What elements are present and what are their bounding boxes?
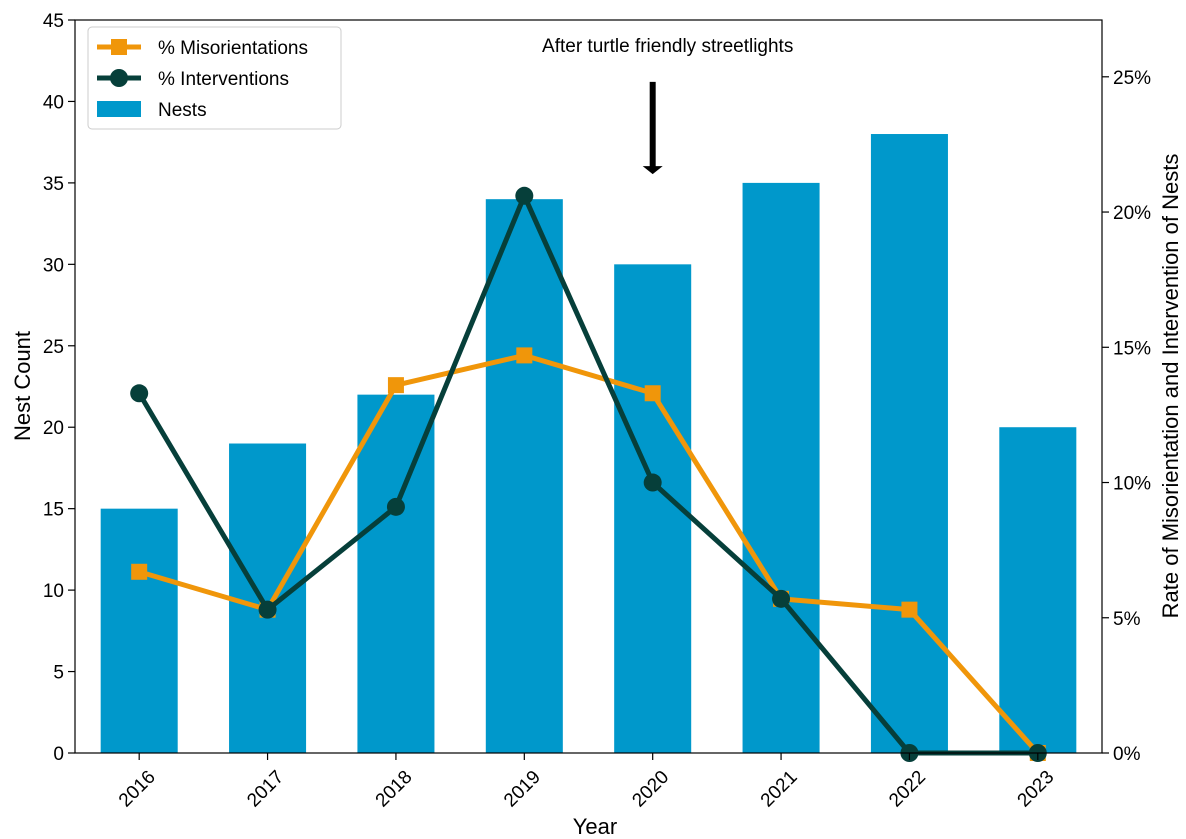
y-tick-label: 25 [43, 337, 64, 358]
point-misorientations-2016 [131, 563, 148, 580]
annotation-arrow-head [642, 166, 663, 175]
x-tick-label: 2017 [243, 767, 288, 812]
x-tick-label: 2016 [115, 767, 160, 812]
x-tick-label: 2019 [500, 767, 545, 812]
annotation-text: After turtle friendly streetlights [542, 36, 793, 57]
y-tick-label: 10 [43, 581, 64, 602]
point-interventions-2017 [258, 600, 277, 619]
bar-nests-2017 [229, 443, 307, 753]
legend-misorientations-label: % Misorientations [158, 38, 308, 59]
bar-nests-2016 [100, 508, 178, 753]
legend: % Misorientations % Interventions Nests [87, 26, 342, 130]
point-interventions-2021 [772, 589, 791, 608]
annotation: After turtle friendly streetlights [542, 36, 793, 175]
bars-layer [100, 134, 1077, 753]
legend-frame [87, 26, 342, 130]
bar-nests-2019 [485, 199, 563, 753]
x-tick-label: 2023 [1014, 767, 1059, 812]
point-misorientations-2018 [387, 377, 404, 394]
right-y-tick-label: 15% [1113, 338, 1151, 359]
right-y-tick-label: 25% [1113, 68, 1151, 89]
line-interventions [137, 193, 1038, 756]
y-tick-label: 35 [43, 174, 64, 195]
right-y-tick-label: 5% [1113, 609, 1141, 630]
legend-interventions-label: % Interventions [158, 69, 289, 90]
line-misorientations [138, 352, 1040, 755]
point-misorientations-2020 [644, 385, 661, 402]
x-tick-label: 2020 [628, 767, 673, 812]
y-tick-label: 5 [53, 663, 64, 684]
axes-layer [74, 19, 1103, 754]
legend-interventions-marker [110, 69, 128, 87]
point-misorientations-2019 [516, 347, 533, 364]
x-tick-label: 2021 [757, 767, 802, 812]
legend-misorientations-marker [111, 39, 127, 55]
y-axis-title: Nest Count [10, 331, 35, 441]
legend-nests-swatch [97, 101, 141, 117]
x-axis-title: Year [573, 814, 617, 839]
y-tick-label: 15 [43, 500, 64, 521]
right-y-tick-label: 10% [1113, 474, 1151, 495]
bar-nests-2022 [870, 134, 948, 753]
point-interventions-2018 [386, 497, 405, 516]
x-tick-label: 2022 [885, 767, 930, 812]
right-y-tick-label: 20% [1113, 203, 1151, 224]
point-interventions-2016 [130, 384, 149, 403]
point-interventions-2019 [515, 186, 534, 205]
plot-frame [74, 19, 1103, 754]
lines-layer [130, 186, 1047, 762]
y-tick-label: 20 [43, 418, 64, 439]
y-tick-label: 0 [53, 744, 64, 765]
bar-nests-2023 [999, 427, 1077, 753]
right-y-axis-title: Rate of Misorientation and Intervention … [1158, 154, 1183, 619]
legend-nests-label: Nests [158, 100, 207, 121]
bar-nests-2021 [742, 182, 820, 753]
right-y-tick-label: 0% [1113, 744, 1141, 765]
y-tick-label: 40 [43, 92, 64, 113]
y-tick-label: 30 [43, 255, 64, 276]
bar-nests-2018 [357, 394, 435, 753]
point-interventions-2020 [643, 473, 662, 492]
y-tick-label: 45 [43, 11, 64, 32]
x-tick-label: 2018 [372, 767, 417, 812]
annotation-arrow [642, 81, 663, 175]
point-misorientations-2022 [901, 601, 918, 618]
